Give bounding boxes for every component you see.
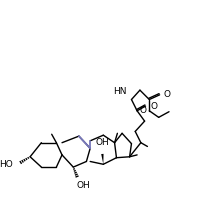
Polygon shape xyxy=(101,154,104,164)
Text: HN: HN xyxy=(113,87,127,96)
Text: O: O xyxy=(140,106,146,115)
Text: HO: HO xyxy=(0,160,13,169)
Text: OH: OH xyxy=(95,138,109,147)
Text: O: O xyxy=(150,102,157,111)
Text: O: O xyxy=(163,90,170,99)
Text: OH: OH xyxy=(77,181,91,190)
